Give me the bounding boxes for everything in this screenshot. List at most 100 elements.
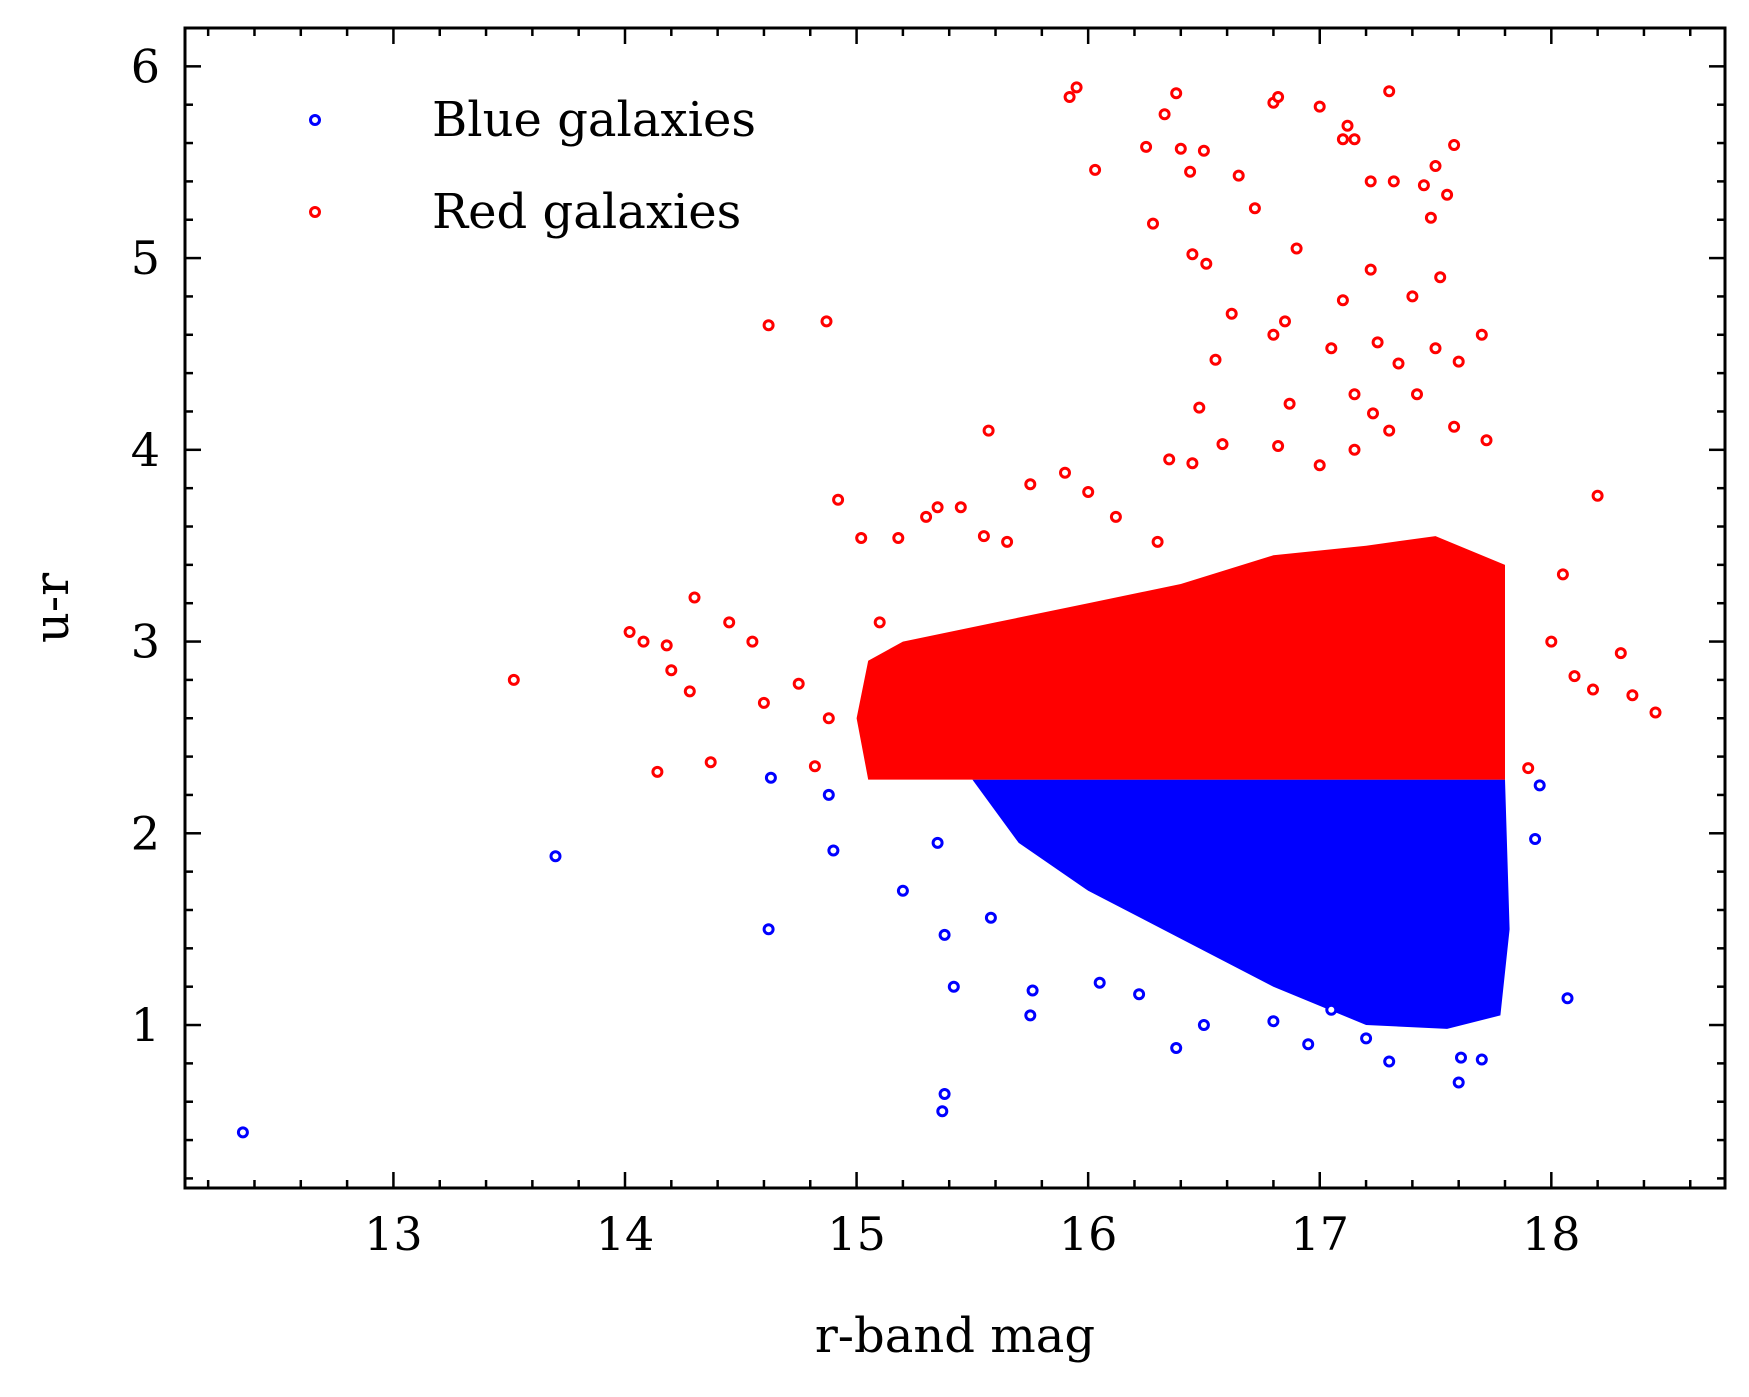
red-galaxy-point (820, 315, 833, 328)
red-galaxy-point (1392, 357, 1405, 370)
red-galaxy-point (1434, 271, 1447, 284)
red-galaxy-point (1556, 568, 1569, 581)
red-galaxy-point (822, 712, 835, 725)
red-galaxy-point (1429, 342, 1442, 355)
red-galaxy-point (1452, 355, 1465, 368)
red-galaxy-point (1364, 263, 1377, 276)
y-tick-label: 4 (131, 423, 160, 477)
blue-galaxy-point (1133, 988, 1146, 1001)
x-axis-label: r-band mag (815, 1308, 1095, 1364)
blue-galaxy-point (1452, 1076, 1465, 1089)
red-galaxy-point (792, 677, 805, 690)
red-galaxy-point (1348, 133, 1361, 146)
red-galaxy-point (1147, 217, 1159, 230)
red-galaxy-point (1170, 87, 1183, 100)
blue-galaxy-point (938, 1088, 951, 1100)
red-galaxy-point (1341, 119, 1354, 132)
plot-frame (183, 26, 1727, 1190)
red-galaxy-point (688, 591, 701, 604)
red-galaxy-point (746, 635, 759, 648)
red-galaxy-point (1587, 683, 1599, 696)
blue-galaxy-point (947, 980, 960, 993)
blue-galaxy-point (764, 771, 777, 784)
blue-galaxy-point (1197, 1019, 1210, 1031)
red-galaxy-point (1059, 466, 1071, 479)
y-tick-label: 5 (131, 231, 160, 285)
red-galaxy-point (1001, 535, 1014, 548)
red-galaxy-point (1063, 91, 1076, 103)
point-density-clouds (856, 536, 1510, 1029)
red-galaxy-point (1232, 169, 1245, 182)
red-galaxy-point (1387, 175, 1400, 188)
red-galaxy-point (1151, 535, 1164, 548)
red-galaxies-dense-region (856, 536, 1505, 780)
red-galaxy-point (1411, 388, 1423, 401)
red-galaxy-point (1089, 163, 1102, 176)
blue-galaxy-point (984, 911, 997, 924)
blue-galaxy-point (1529, 833, 1542, 845)
red-galaxy-point (1279, 315, 1291, 328)
red-galaxy-point (637, 635, 650, 648)
red-galaxy-point (651, 765, 664, 778)
legend-marker-blue (309, 114, 321, 126)
legend: Blue galaxies Red galaxies (309, 92, 756, 240)
red-galaxy-point (1348, 443, 1361, 456)
red-galaxy-point (1348, 388, 1361, 401)
red-galaxy-point (1283, 397, 1296, 410)
red-galaxy-point (757, 696, 770, 709)
blue-galaxy-point (1267, 1015, 1280, 1028)
blue-galaxy-point (762, 923, 775, 936)
blue-galaxy-point (1455, 1051, 1467, 1064)
red-galaxy-point (977, 530, 990, 543)
blue-galaxy-point (1475, 1053, 1488, 1066)
red-galaxy-point (1158, 108, 1171, 121)
red-galaxy-point (873, 616, 886, 629)
red-galaxy-point (1367, 407, 1379, 420)
blue-galaxy-point (827, 844, 840, 857)
red-galaxy-point (931, 501, 944, 514)
red-galaxy-point (1109, 510, 1122, 523)
blue-galaxy-point (236, 1126, 249, 1139)
red-galaxy-point (1441, 188, 1454, 201)
red-galaxy-point (1424, 211, 1437, 224)
y-tick-label: 1 (131, 998, 160, 1052)
red-galaxy-point (1429, 160, 1442, 172)
red-galaxy-point (1197, 144, 1210, 157)
red-galaxy-point (1290, 242, 1303, 255)
axis-ticks (185, 26, 1725, 1188)
y-tick-label: 3 (131, 615, 160, 669)
red-galaxy-point (1248, 202, 1261, 215)
red-galaxy-point (507, 673, 520, 686)
red-galaxy-point (1448, 420, 1461, 433)
blue-galaxy-point (1360, 1032, 1373, 1045)
blue-galaxy-point (896, 884, 909, 897)
red-galaxy-point (1272, 91, 1285, 103)
red-galaxy-point (832, 493, 845, 506)
x-tick-label: 16 (1059, 1207, 1118, 1261)
red-galaxy-point (1313, 459, 1326, 472)
red-galaxy-point (1140, 140, 1153, 153)
legend-marker-red (309, 206, 321, 218)
x-tick-labels: 13 14 15 16 17 18 (364, 1207, 1580, 1261)
red-galaxy-point (704, 756, 717, 769)
red-galaxy-point (1522, 762, 1535, 775)
blue-galaxy-point (936, 1105, 949, 1118)
y-axis-label: u-r (24, 573, 80, 643)
red-galaxy-point (683, 685, 696, 698)
red-galaxy-point (723, 616, 736, 629)
blue-galaxy-point (822, 788, 835, 801)
red-galaxy-point (1448, 139, 1461, 151)
blue-galaxy-point (1170, 1042, 1183, 1054)
blue-galaxy-point (1026, 984, 1039, 997)
red-galaxy-point (1313, 100, 1326, 113)
y-tick-labels: 1 2 3 4 5 6 (131, 39, 160, 1052)
red-galaxy-point (1614, 647, 1627, 660)
red-galaxy-point (982, 424, 995, 437)
red-galaxy-point (855, 532, 868, 544)
red-galaxy-point (1024, 478, 1037, 491)
legend-label-red: Red galaxies (432, 184, 741, 240)
blue-galaxy-point (1024, 1009, 1037, 1022)
red-galaxy-point (1336, 133, 1349, 146)
y-tick-label: 6 (131, 39, 160, 93)
y-tick-label: 2 (131, 806, 160, 860)
